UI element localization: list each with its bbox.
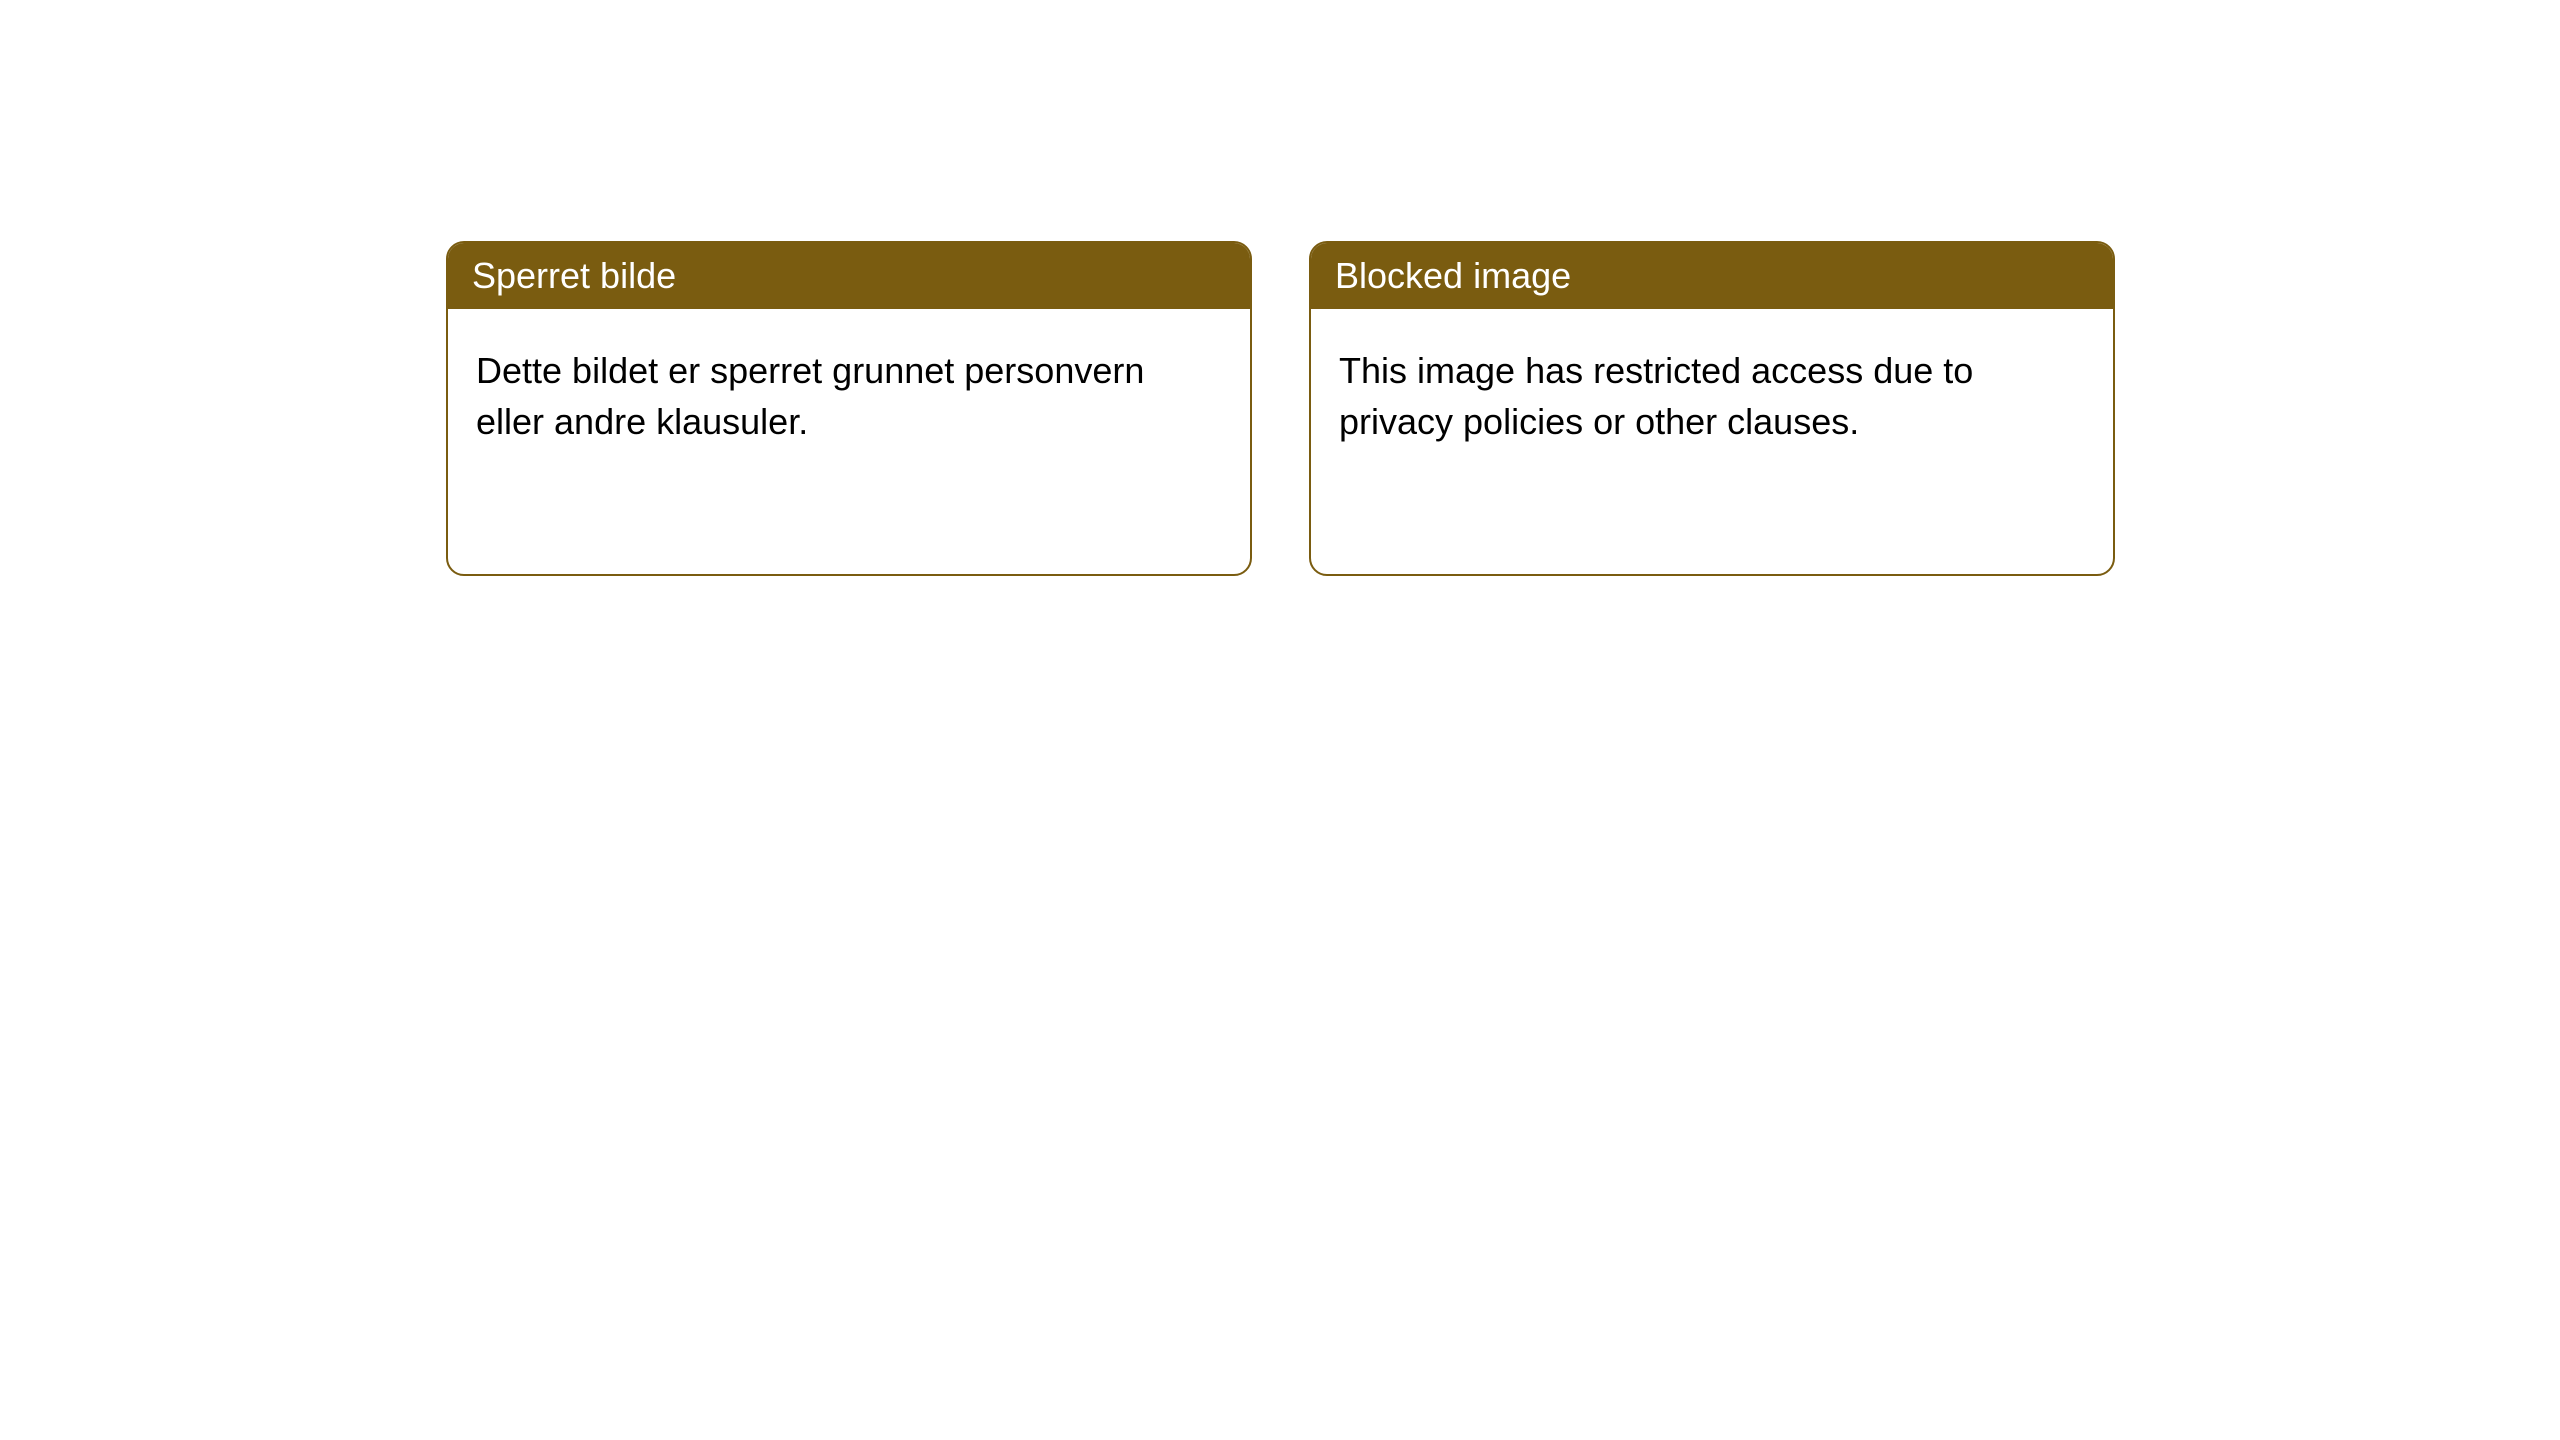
notice-card-header: Sperret bilde [448, 243, 1250, 309]
notice-card-message: Dette bildet er sperret grunnet personve… [476, 350, 1144, 442]
notice-card-message: This image has restricted access due to … [1339, 350, 1973, 442]
notice-card-norwegian: Sperret bilde Dette bildet er sperret gr… [446, 241, 1252, 576]
notice-container: Sperret bilde Dette bildet er sperret gr… [446, 241, 2115, 576]
notice-card-body: This image has restricted access due to … [1311, 309, 2113, 483]
notice-card-header: Blocked image [1311, 243, 2113, 309]
notice-card-english: Blocked image This image has restricted … [1309, 241, 2115, 576]
notice-card-title: Blocked image [1335, 255, 1571, 296]
notice-card-body: Dette bildet er sperret grunnet personve… [448, 309, 1250, 483]
notice-card-title: Sperret bilde [472, 255, 676, 296]
